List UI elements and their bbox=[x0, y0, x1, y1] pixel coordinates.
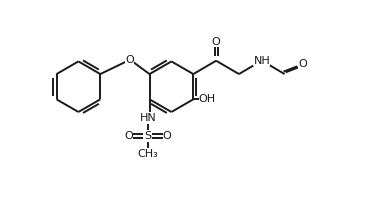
Text: O: O bbox=[163, 131, 171, 141]
Text: O: O bbox=[125, 55, 134, 65]
Text: NH: NH bbox=[253, 56, 270, 66]
Text: CH₃: CH₃ bbox=[138, 149, 158, 159]
Text: HN: HN bbox=[140, 113, 156, 123]
Text: O: O bbox=[124, 131, 133, 141]
Text: O: O bbox=[298, 59, 307, 68]
Text: S: S bbox=[144, 131, 151, 141]
Text: O: O bbox=[212, 38, 221, 47]
Text: OH: OH bbox=[199, 94, 216, 104]
